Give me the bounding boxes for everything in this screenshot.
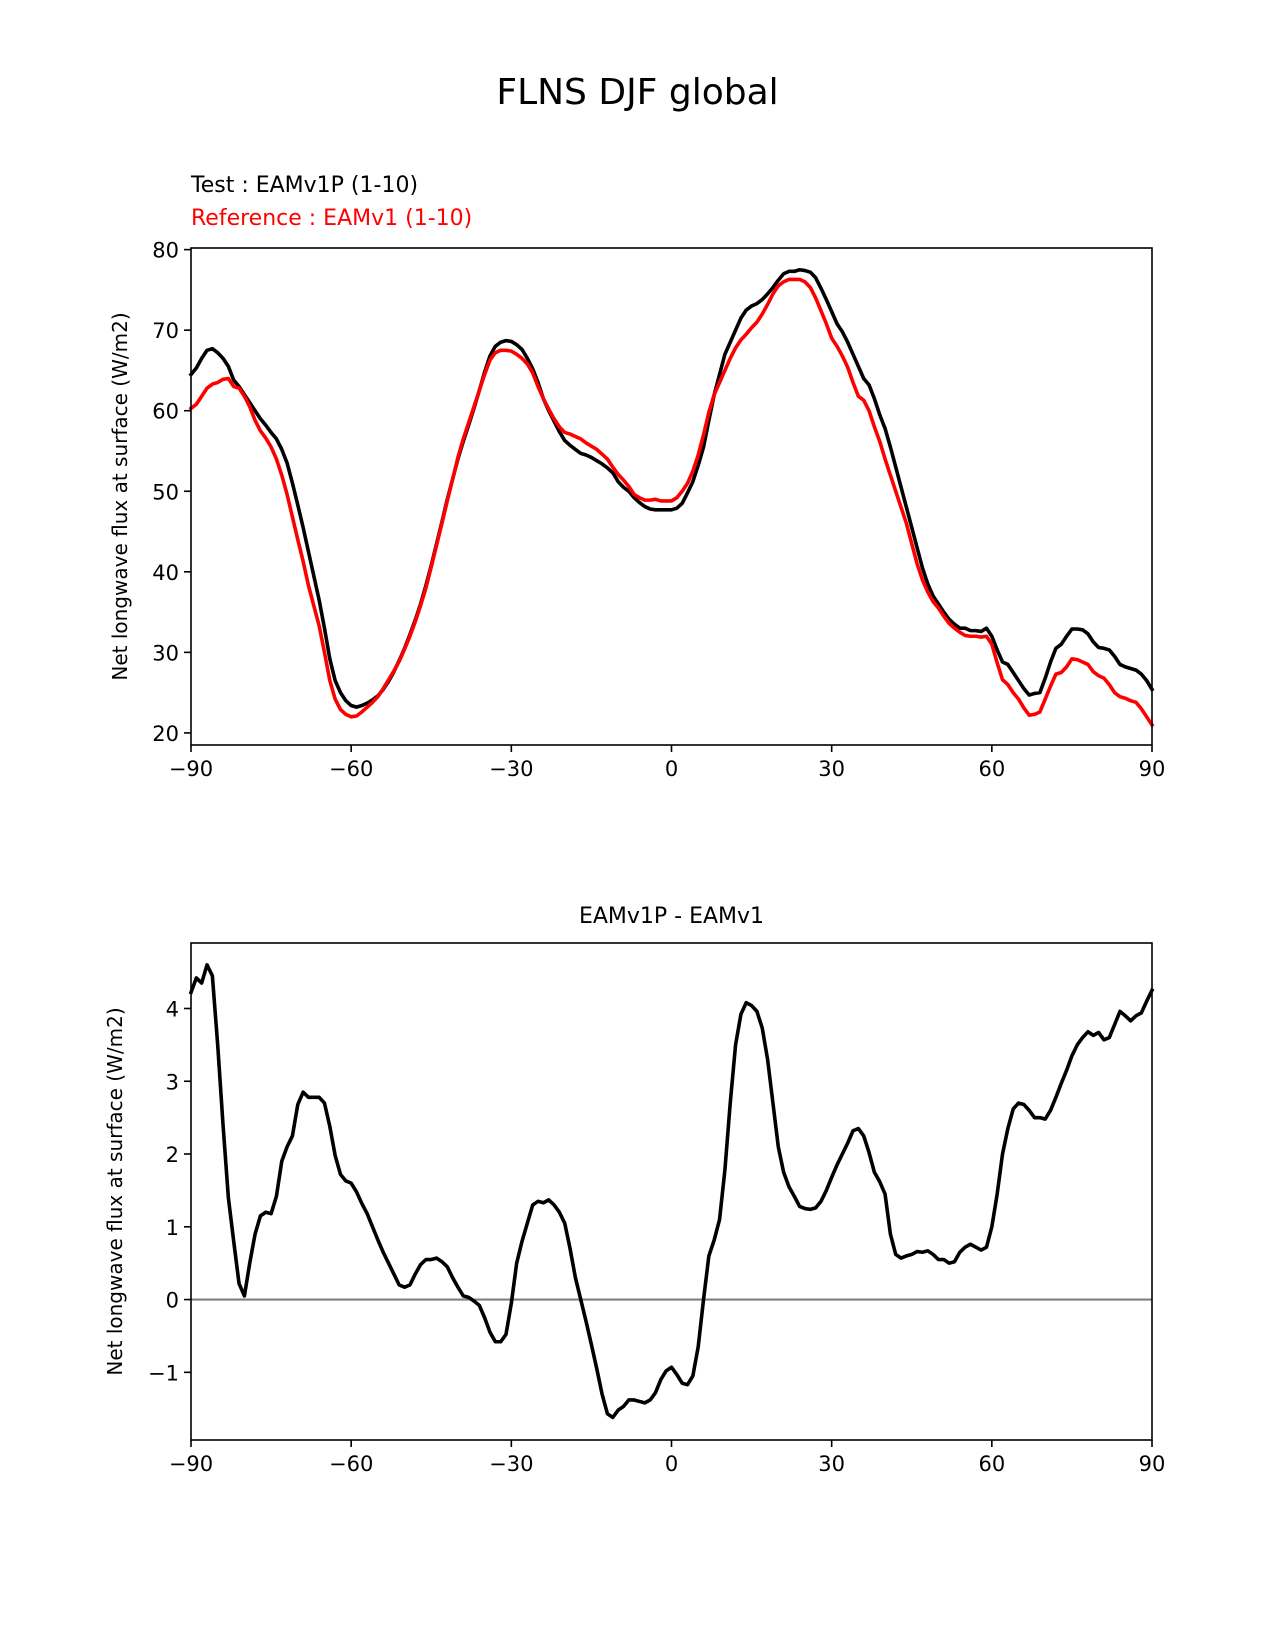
bottom-x-tick-label: 0: [665, 1452, 678, 1476]
bottom-x-tick-label: 90: [1139, 1452, 1166, 1476]
bottom-x-tick-label: 30: [818, 1452, 845, 1476]
figure-title: FLNS DJF global: [496, 72, 779, 113]
difference-plot-title: EAMv1P - EAMv1: [578, 904, 765, 929]
top-series-line-reference: [188, 277, 1155, 728]
top-y-tick-label: 80: [152, 239, 179, 263]
bottom-series-line-difference: [188, 963, 1155, 1420]
top-y-tick-label: 60: [152, 400, 179, 424]
top-y-axis-label: Net longwave flux at surface (W/m2): [108, 312, 132, 680]
legend-test-label: Test : EAMv1P (1-10): [191, 173, 419, 198]
top-y-tick-label: 50: [152, 480, 179, 504]
top-y-tick-label: 20: [152, 722, 179, 746]
bottom-y-tick-label: 2: [166, 1143, 179, 1167]
bottom-y-tick-label: −1: [148, 1361, 179, 1385]
top-x-tick-label: 90: [1139, 757, 1166, 781]
legend-reference-label: Reference : EAMv1 (1-10): [191, 206, 473, 231]
bottom-y-tick-label: 3: [166, 1070, 179, 1094]
top-series-line-test: [188, 267, 1155, 709]
bottom-x-tick-label: −90: [169, 1452, 213, 1476]
top-y-tick-label: 70: [152, 319, 179, 343]
bottom-x-tick-label: −30: [489, 1452, 533, 1476]
top-x-tick-label: 60: [978, 757, 1005, 781]
top-x-tick-label: −90: [169, 757, 213, 781]
top-y-tick-label: 30: [152, 641, 179, 665]
top-x-tick-label: 0: [665, 757, 678, 781]
bottom-y-tick-label: 4: [166, 997, 179, 1021]
top-axes-frame: [190, 247, 1153, 746]
top-x-tick-label: 30: [818, 757, 845, 781]
top-x-tick-label: −30: [489, 757, 533, 781]
bottom-y-tick-label: 1: [166, 1216, 179, 1240]
bottom-x-tick-label: −60: [329, 1452, 373, 1476]
top-x-tick-label: −60: [329, 757, 373, 781]
bottom-y-tick-label: 0: [166, 1289, 179, 1313]
bottom-x-tick-label: 60: [978, 1452, 1005, 1476]
bottom-y-axis-label: Net longwave flux at surface (W/m2): [103, 1007, 127, 1375]
top-y-tick-label: 40: [152, 561, 179, 585]
